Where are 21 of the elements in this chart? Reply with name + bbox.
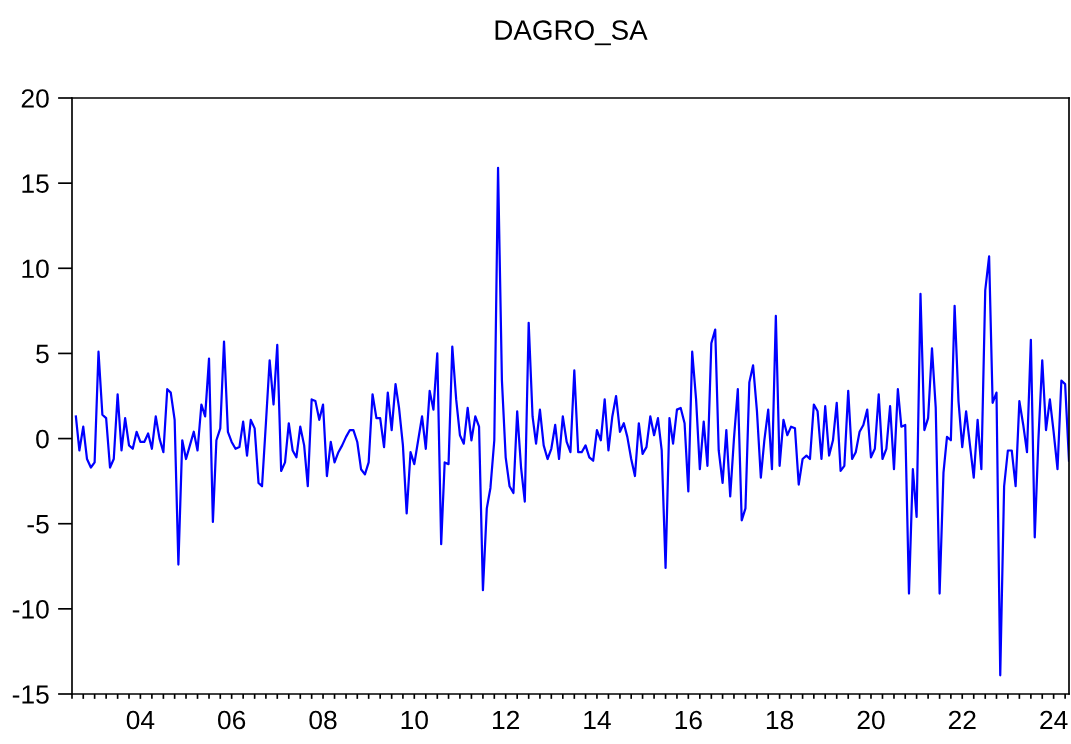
y-tick-label: 10: [22, 259, 49, 279]
x-tick-label: 22: [948, 710, 976, 730]
x-tick-label: 18: [766, 710, 794, 730]
x-tick-label: 16: [675, 710, 702, 730]
y-tick-label: 15: [22, 174, 49, 193]
y-tick-label: -10: [12, 599, 49, 619]
x-tick-label: 10: [401, 710, 428, 730]
y-tick-label: 0: [36, 429, 49, 449]
x-tick-label: 08: [309, 710, 337, 730]
line-series: [74, 166, 1069, 677]
y-tick-label: 5: [36, 344, 49, 364]
chart-title: DAGRO_SA: [495, 20, 648, 46]
x-tick-label: 20: [857, 710, 885, 730]
y-tick-label: 20: [21, 89, 49, 108]
x-tick-label: 06: [218, 710, 246, 730]
y-tick-label: -5: [27, 515, 49, 534]
x-tick-label: 24: [1040, 710, 1068, 730]
x-tick-label: 12: [493, 710, 520, 730]
x-tick-label: 04: [126, 710, 155, 730]
y-tick-label: -15: [12, 685, 49, 704]
x-tick-label: 14: [584, 710, 611, 730]
